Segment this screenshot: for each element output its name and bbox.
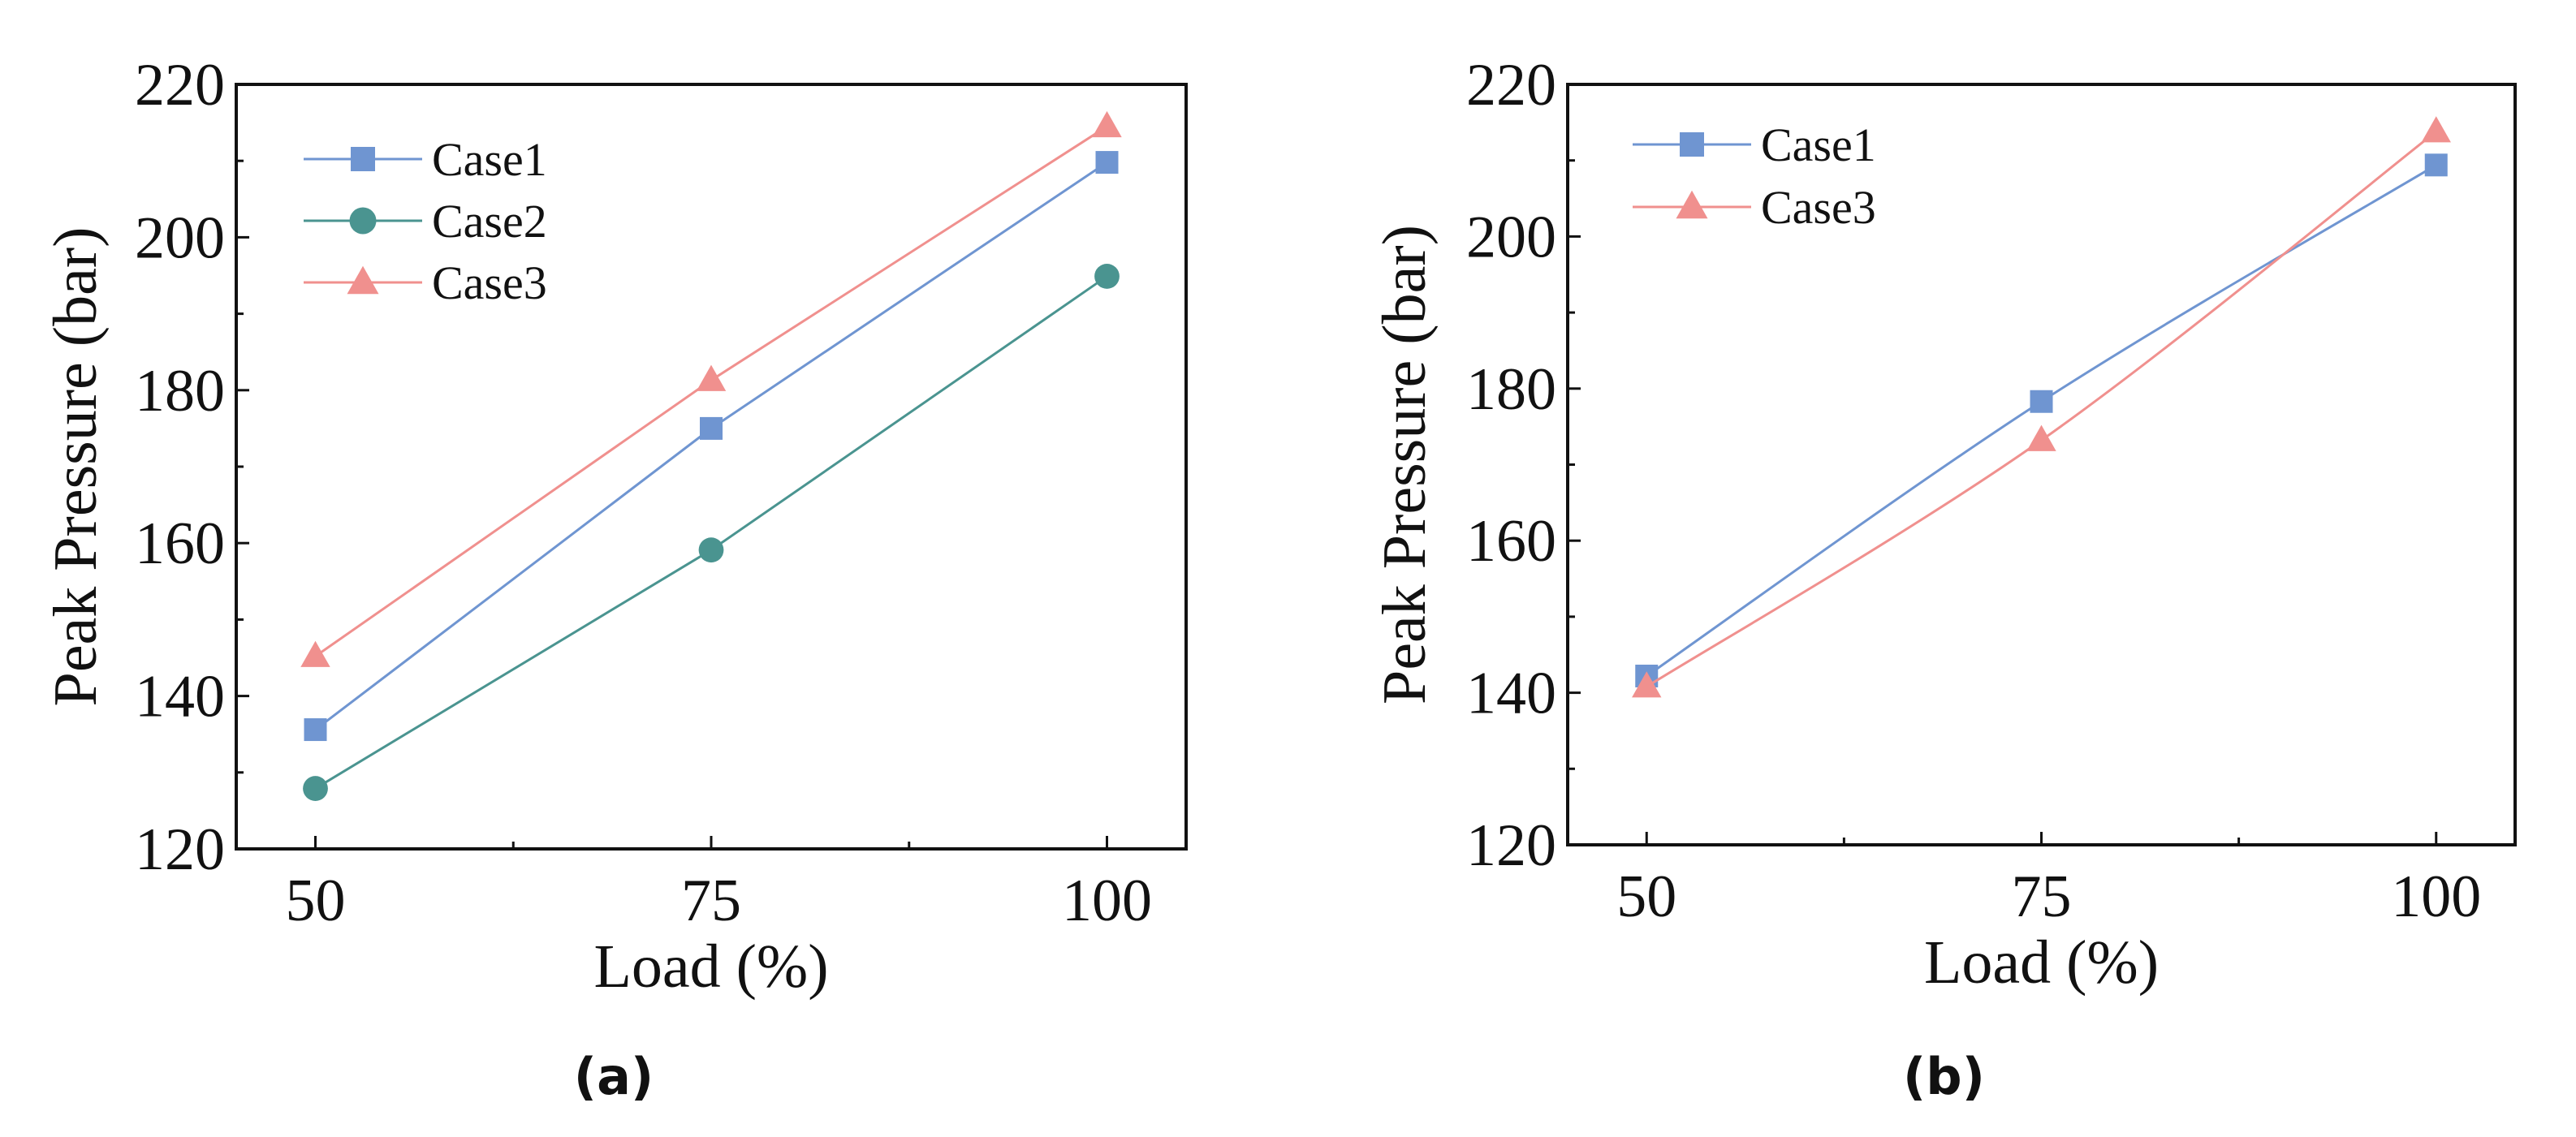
series-line-case1 [1646, 164, 2437, 678]
x-tick-label: 50 [1616, 864, 1676, 930]
circle-marker [349, 207, 377, 235]
circle-marker [303, 776, 328, 801]
triangle-marker [1092, 110, 1122, 138]
plot-frame [1566, 83, 2517, 846]
y-tick-label: 140 [135, 664, 225, 730]
legend-label-case1: Case1 [432, 133, 547, 186]
square-marker [304, 718, 327, 742]
x-tick-label: 75 [681, 868, 741, 934]
chart-panel-a: 120 140 160 180 200 220 50 75 100 Load (%) Peak Pr… [41, 52, 1188, 1106]
y-tick-label: 180 [135, 358, 225, 424]
square-marker [1095, 151, 1119, 174]
triangle-marker [347, 265, 379, 295]
square-marker [2424, 153, 2448, 177]
triangle-marker [1676, 190, 1708, 219]
panel-label: (b) [1903, 1047, 1985, 1106]
y-tick-label: 220 [135, 52, 225, 118]
y-axis-title: Peak Pressure (bar) [1370, 225, 1439, 704]
x-axis-title: Load (%) [1924, 928, 2159, 997]
y-tick-label: 200 [135, 205, 225, 271]
x-tick-label: 100 [1062, 868, 1152, 934]
triangle-marker [696, 364, 727, 391]
y-tick-label: 180 [1466, 356, 1556, 423]
circle-marker [698, 537, 724, 563]
legend-label-case3: Case3 [1761, 181, 1876, 234]
y-tick-label: 120 [1466, 812, 1556, 879]
plot-frame [235, 83, 1188, 851]
legend-label-case3: Case3 [432, 256, 547, 309]
legend-label-case2: Case2 [432, 195, 547, 248]
triangle-marker [1632, 671, 1662, 698]
y-tick-label: 120 [135, 816, 225, 883]
y-tick-label: 160 [1466, 508, 1556, 575]
y-tick-label: 160 [135, 510, 225, 577]
square-marker [351, 147, 375, 171]
y-tick-label: 200 [1466, 204, 1556, 270]
circle-marker [1094, 264, 1120, 289]
legend-label-case1: Case1 [1761, 118, 1876, 171]
triangle-marker [2421, 116, 2451, 143]
triangle-marker [300, 640, 330, 667]
square-marker [1680, 132, 1704, 157]
y-tick-label: 220 [1466, 52, 1556, 118]
x-tick-label: 100 [2391, 864, 2481, 930]
y-tick-label: 140 [1466, 661, 1556, 727]
x-tick-label: 50 [286, 868, 346, 934]
panel-label: (a) [574, 1047, 654, 1106]
square-marker [2030, 390, 2053, 413]
x-tick-label: 75 [2012, 864, 2072, 930]
series-line-case2 [314, 275, 1108, 790]
triangle-marker [2026, 424, 2056, 451]
chart-panel-b: 120 140 160 180 200 220 50 75 100 Load (%) Peak Pr… [1370, 52, 2517, 1106]
y-axis-title: Peak Pressure (bar) [41, 227, 110, 707]
square-marker [700, 416, 723, 440]
x-axis-title: Load (%) [593, 932, 828, 1001]
